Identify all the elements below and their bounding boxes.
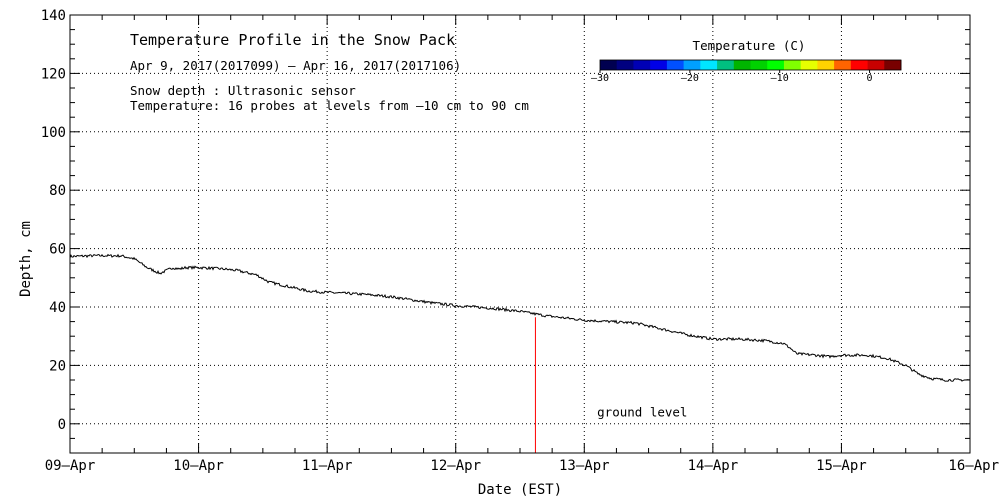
colorbar-cell [616,60,634,70]
y-tick-label: 0 [58,417,66,433]
x-tick-label: 16–Apr [948,458,999,474]
note-temperature: Temperature: 16 probes at levels from –1… [130,98,529,113]
colorbar-ticks: –30 –20 –10 0 [591,70,873,84]
colorbar-cell [783,60,802,70]
colorbar-tick-label: –30 [591,73,609,84]
colorbar-cell [834,60,852,70]
x-tick-label: 14–Apr [688,458,739,474]
y-tick-label: 60 [49,242,66,258]
y-tick-label: 80 [49,183,66,199]
x-tick-label: 10–Apr [173,458,224,474]
x-tick-label: 09–Apr [45,458,96,474]
x-axis-title: Date (EST) [478,482,562,498]
plot-frame [69,14,971,454]
colorbar-cell [700,60,718,70]
colorbar-cell [600,60,618,70]
note-snow-depth: Snow depth : Ultrasonic sensor [130,83,356,98]
annotations: ground level [597,405,687,420]
y-tick-label: 100 [41,125,66,141]
grid-lines [70,15,970,453]
x-tick-label: 12–Apr [430,458,481,474]
annotation-ground-level: ground level [597,405,687,420]
y-axis-ticks: 0 20 40 60 80 100 120 140 [41,8,970,454]
chart-subtitle: Apr 9, 2017(2017099) – Apr 16, 2017(2017… [130,58,461,73]
colorbar-cell [666,60,685,70]
colorbar-cell [767,60,785,70]
colorbar-title: Temperature (C) [693,38,806,53]
x-axis-ticks: 09–Apr 10–Apr 11–Apr 12–Apr 13–Apr 14–Apr 15–A… [45,15,999,474]
colorbar-tick-label: 0 [867,73,873,84]
colorbar-cell [750,60,768,70]
colorbar-cell [650,60,668,70]
colorbar-cell [850,60,868,70]
colorbar-cell [683,60,701,70]
x-tick-label: 13–Apr [559,458,610,474]
colorbar-cell [867,60,885,70]
colorbar-cell [817,60,835,70]
chart-title: Temperature Profile in the Snow Pack [130,31,455,49]
colorbar-cells [599,59,902,71]
colorbar-cell [633,60,651,70]
colorbar-tick-label: –10 [771,73,789,84]
colorbar-frame [599,59,902,71]
colorbar-cell [800,60,818,70]
colorbar-tick-label: –20 [681,73,699,84]
y-tick-label: 140 [41,8,66,24]
colorbar-cell [884,60,902,70]
temperature-colorbar: Temperature (C) –30 –20 –10 0 [591,38,902,84]
colorbar-cell [733,60,751,70]
snow-depth-line [69,253,971,382]
y-tick-label: 20 [49,358,66,374]
x-tick-label: 15–Apr [816,458,867,474]
colorbar-cell [717,60,735,70]
y-tick-label: 40 [49,300,66,316]
y-axis-title: Depth, cm [18,221,34,297]
x-tick-label: 11–Apr [302,458,353,474]
y-tick-label: 120 [41,66,66,82]
